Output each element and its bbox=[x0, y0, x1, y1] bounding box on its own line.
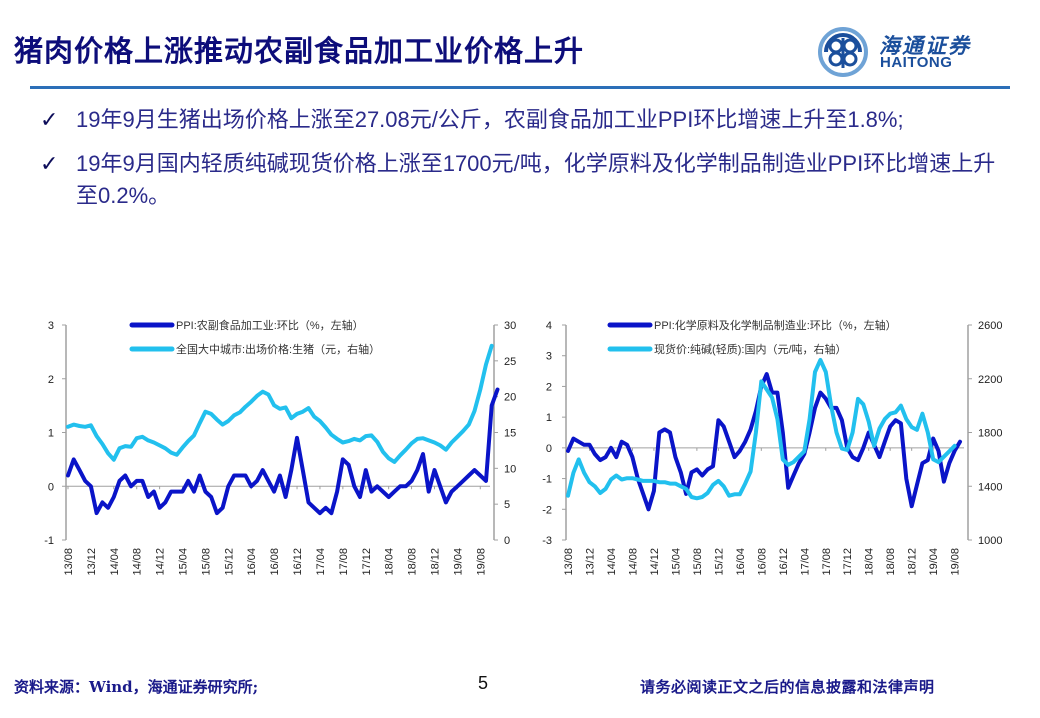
x-axis-tick-label: 16/08 bbox=[756, 548, 768, 576]
x-axis-tick-label: 14/12 bbox=[649, 548, 661, 576]
bullet-text: 19年9月生猪出场价格上涨至27.08元/公斤，农副食品加工业PPI环比增速上升… bbox=[76, 107, 904, 132]
x-axis-tick-label: 15/04 bbox=[178, 548, 190, 576]
x-axis-tick-label: 18/08 bbox=[407, 548, 419, 576]
left-axis-tick-label: 3 bbox=[546, 351, 552, 363]
legend-label: 全国大中城市:出场价格:生猪（元，右轴） bbox=[176, 342, 380, 356]
x-axis-tick-label: 16/12 bbox=[292, 548, 304, 576]
left-axis-tick-label: 1 bbox=[48, 428, 54, 440]
x-axis-tick-label: 17/08 bbox=[821, 548, 833, 576]
x-axis-tick-label: 19/08 bbox=[475, 548, 487, 576]
bullet-item: ✓ 19年9月国内轻质纯碱现货价格上涨至1700元/吨，化学原料及化学制品制造业… bbox=[40, 148, 1010, 212]
x-axis-tick-label: 14/08 bbox=[627, 548, 639, 576]
x-axis-tick-label: 18/04 bbox=[864, 548, 876, 576]
header-divider bbox=[30, 86, 1010, 89]
left-axis-tick-label: 1 bbox=[546, 412, 552, 424]
left-axis-tick-label: 0 bbox=[546, 443, 552, 455]
logo-text-cn: 海通证券 bbox=[879, 33, 971, 58]
x-axis-tick-label: 19/04 bbox=[452, 548, 464, 576]
x-axis-tick-label: 15/12 bbox=[223, 548, 235, 576]
series-line-ppi bbox=[66, 387, 500, 516]
left-axis-tick-label: -2 bbox=[542, 504, 552, 516]
right-axis-tick-label: 2200 bbox=[978, 374, 1002, 386]
x-axis-tick-label: 17/12 bbox=[361, 548, 373, 576]
x-axis-tick-label: 17/08 bbox=[338, 548, 350, 576]
company-logo: 海通证券 HAITONG bbox=[816, 26, 1006, 78]
left-axis-tick-label: -3 bbox=[542, 535, 552, 547]
right-axis-tick-label: 25 bbox=[504, 356, 516, 368]
series-line-price bbox=[66, 343, 494, 464]
x-axis-tick-label: 17/04 bbox=[799, 548, 811, 576]
legend-label: PPI:农副食品加工业:环比（%，左轴） bbox=[176, 318, 364, 332]
haitong-emblem-icon bbox=[818, 27, 868, 77]
left-axis-tick-label: -1 bbox=[44, 535, 54, 547]
right-axis-tick-label: 15 bbox=[504, 428, 516, 440]
bullet-list: ✓ 19年9月生猪出场价格上涨至27.08元/公斤，农副食品加工业PPI环比增速… bbox=[40, 104, 1010, 224]
series-line-ppi bbox=[566, 372, 962, 512]
bullet-text: 19年9月国内轻质纯碱现货价格上涨至1700元/吨，化学原料及化学制品制造业PP… bbox=[76, 151, 996, 208]
left-axis-tick-label: -1 bbox=[542, 474, 552, 486]
right-axis-tick-label: 1000 bbox=[978, 535, 1002, 547]
x-axis-tick-label: 13/08 bbox=[563, 548, 575, 576]
legend-label: 现货价:纯碱(轻质):国内（元/吨，右轴） bbox=[654, 342, 847, 356]
x-axis-tick-label: 14/12 bbox=[155, 548, 167, 576]
x-axis-tick-label: 18/12 bbox=[429, 548, 441, 576]
right-axis-tick-label: 0 bbox=[504, 535, 510, 547]
x-axis-tick-label: 16/04 bbox=[246, 548, 258, 576]
right-axis-tick-label: 2600 bbox=[978, 320, 1002, 332]
page-number: 5 bbox=[478, 673, 489, 693]
left-axis-tick-label: 4 bbox=[546, 320, 552, 332]
left-axis-tick-label: 3 bbox=[48, 320, 54, 332]
series-line-price bbox=[566, 357, 957, 501]
page-title: 猪肉价格上涨推动农副食品加工业价格上升 bbox=[14, 34, 585, 68]
x-axis-tick-label: 14/04 bbox=[109, 548, 121, 576]
right-axis-tick-label: 5 bbox=[504, 499, 510, 511]
x-axis-tick-label: 19/08 bbox=[950, 548, 962, 576]
x-axis-tick-label: 14/04 bbox=[606, 548, 618, 576]
x-axis-tick-label: 16/08 bbox=[269, 548, 281, 576]
x-axis-tick-label: 18/12 bbox=[907, 548, 919, 576]
right-axis-tick-label: 1800 bbox=[978, 428, 1002, 440]
x-axis-tick-label: 19/04 bbox=[928, 548, 940, 576]
x-axis-tick-label: 13/12 bbox=[584, 548, 596, 576]
check-icon: ✓ bbox=[40, 107, 59, 132]
chart-2: -3 -2 -1 0 1 2 3 4 1000 1400 1800 2200 2600 13/08 13/1… bbox=[542, 318, 1002, 576]
x-axis-tick-label: 18/08 bbox=[885, 548, 897, 576]
x-axis-tick-label: 16/12 bbox=[778, 548, 790, 576]
right-axis-tick-label: 20 bbox=[504, 392, 516, 404]
legend-label: PPI:化学原料及化学制品制造业:环比（%，左轴） bbox=[654, 318, 897, 332]
x-axis-tick-label: 14/08 bbox=[132, 548, 144, 576]
x-axis-tick-label: 17/04 bbox=[315, 548, 327, 576]
disclaimer: 请务必阅读正文之后的信息披露和法律声明 bbox=[640, 678, 935, 696]
x-axis-tick-label: 18/04 bbox=[384, 548, 396, 576]
x-axis-tick-label: 15/08 bbox=[692, 548, 704, 576]
right-axis-tick-label: 10 bbox=[504, 463, 516, 475]
x-axis-tick-label: 17/12 bbox=[842, 548, 854, 576]
x-axis-tick-label: 13/12 bbox=[86, 548, 98, 576]
source-note: 资料来源：Wind，海通证券研究所; bbox=[14, 678, 259, 696]
check-icon: ✓ bbox=[40, 151, 59, 176]
right-axis-tick-label: 30 bbox=[504, 320, 516, 332]
x-axis-tick-label: 16/04 bbox=[735, 548, 747, 576]
x-axis-tick-label: 15/12 bbox=[713, 548, 725, 576]
x-axis-tick-label: 15/08 bbox=[200, 548, 212, 576]
right-axis-tick-label: 1400 bbox=[978, 481, 1002, 493]
x-axis-tick-label: 13/08 bbox=[63, 548, 75, 576]
left-axis-tick-label: 2 bbox=[546, 381, 552, 393]
bullet-item: ✓ 19年9月生猪出场价格上涨至27.08元/公斤，农副食品加工业PPI环比增速… bbox=[40, 104, 1010, 136]
left-axis-tick-label: 0 bbox=[48, 481, 54, 493]
left-axis-tick-label: 2 bbox=[48, 374, 54, 386]
logo-text-en: HAITONG bbox=[880, 54, 953, 71]
x-axis-tick-label: 15/04 bbox=[670, 548, 682, 576]
